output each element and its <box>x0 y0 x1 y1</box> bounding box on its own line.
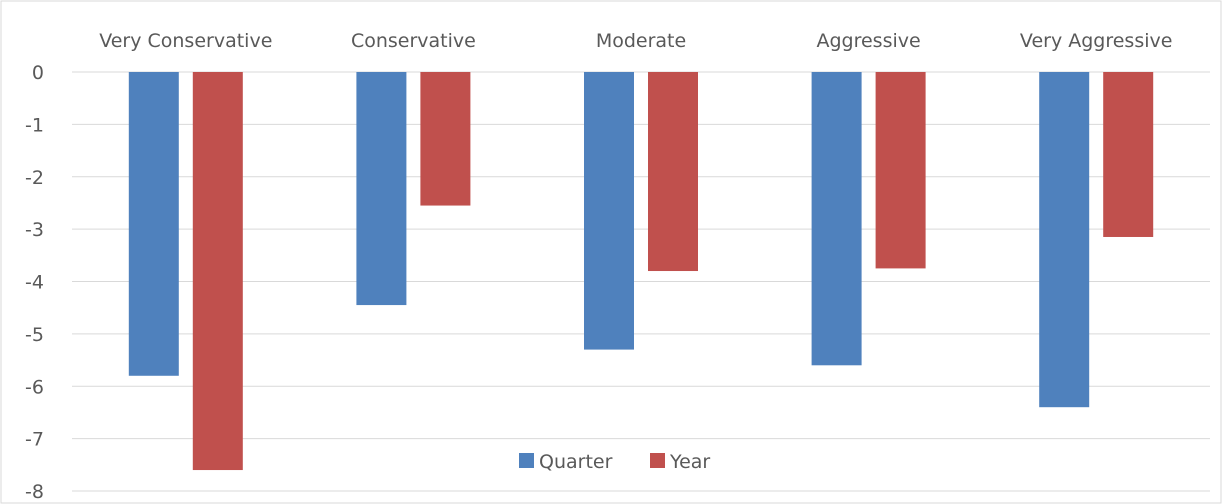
bar-quarter-4 <box>1039 72 1090 408</box>
bar-quarter-3 <box>811 72 862 366</box>
category-labels: Very Conservative Conservative Moderate Agg… <box>99 30 1172 52</box>
category-label: Moderate <box>596 30 686 52</box>
legend-swatch-quarter <box>519 453 534 468</box>
legend-swatch-year <box>650 453 665 468</box>
bars <box>128 72 1154 471</box>
gridlines <box>72 71 1210 492</box>
y-tick-label: -5 <box>25 324 44 346</box>
y-tick-label: -7 <box>25 429 44 451</box>
bar-quarter-2 <box>584 72 634 350</box>
category-label: Conservative <box>351 30 476 52</box>
category-label: Aggressive <box>816 30 920 52</box>
bar-year-0 <box>192 72 243 471</box>
category-label: Very Conservative <box>99 30 272 52</box>
bar-year-3 <box>875 72 926 269</box>
y-axis-ticks: 0 -1 -2 -3 -4 -5 -6 -7 -8 <box>25 62 44 503</box>
y-tick-label: 0 <box>32 62 44 84</box>
y-tick-label: -3 <box>25 219 44 241</box>
y-tick-label: -2 <box>25 167 44 189</box>
y-tick-label: -1 <box>25 114 44 136</box>
y-tick-label: -6 <box>25 376 44 398</box>
y-tick-label: -8 <box>25 481 44 503</box>
bar-year-2 <box>648 72 698 272</box>
category-label: Very Aggressive <box>1020 30 1173 52</box>
bar-quarter-1 <box>356 72 407 306</box>
y-tick-label: -4 <box>25 272 44 294</box>
bar-quarter-0 <box>128 72 179 376</box>
bar-year-1 <box>420 72 471 206</box>
legend: Quarter Year <box>519 451 710 473</box>
legend-label-quarter: Quarter <box>539 451 613 473</box>
legend-label-year: Year <box>669 451 710 473</box>
bar-year-4 <box>1103 72 1154 237</box>
